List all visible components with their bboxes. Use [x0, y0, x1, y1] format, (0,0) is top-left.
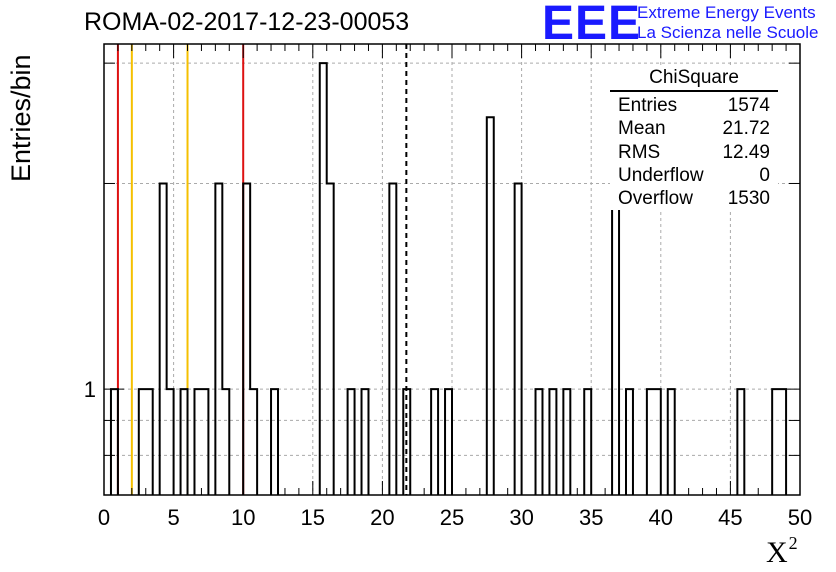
x-tick-label: 30: [509, 505, 533, 530]
stats-value: 21.72: [722, 118, 770, 140]
stats-label: Underflow: [618, 164, 704, 186]
x-axis-label: X2: [766, 533, 798, 569]
stats-value: 0: [759, 164, 770, 186]
x-tick-label: 10: [231, 505, 255, 530]
stats-row-rms: RMS 12.49: [610, 141, 778, 164]
logo-tagline-2: La Scienza nelle Scuole: [637, 23, 819, 42]
x-tick-label: 35: [579, 505, 603, 530]
x-tick-label: 40: [649, 505, 673, 530]
stats-row-mean: Mean 21.72: [610, 117, 778, 140]
x-tick-label: 15: [301, 505, 325, 530]
stats-value: 12.49: [722, 141, 770, 163]
x-tick-label: 20: [370, 505, 394, 530]
stats-value: 1530: [727, 188, 770, 210]
x-tick-label: 0: [98, 505, 110, 530]
y-tick-label: 1: [84, 377, 96, 402]
stats-label: Overflow: [618, 188, 693, 210]
x-tick-label: 25: [440, 505, 464, 530]
stats-value: 1574: [727, 95, 770, 116]
stats-label: Mean: [618, 118, 666, 140]
x-tick-label: 5: [167, 505, 179, 530]
x-tick-label: 45: [718, 505, 742, 530]
y-axis-label: Entries/bin: [6, 54, 36, 182]
stats-label: Entries: [618, 95, 678, 116]
stats-row-entries: Entries 1574: [610, 94, 778, 117]
eee-logo: EEE: [542, 0, 642, 50]
logo-tagline-1: Extreme Energy Events: [637, 3, 816, 22]
x-tick-label: 50: [788, 505, 812, 530]
stats-row-overflow: Overflow 1530: [610, 187, 778, 210]
stats-label: RMS: [618, 141, 661, 163]
run-title: ROMA-02-2017-12-23-00053: [84, 8, 410, 36]
stats-title: ChiSquare: [610, 66, 778, 92]
stats-box: ChiSquare Entries 1574 Mean 21.72 RMS 12.49…: [610, 66, 778, 211]
stats-row-underflow: Underflow 0: [610, 164, 778, 187]
